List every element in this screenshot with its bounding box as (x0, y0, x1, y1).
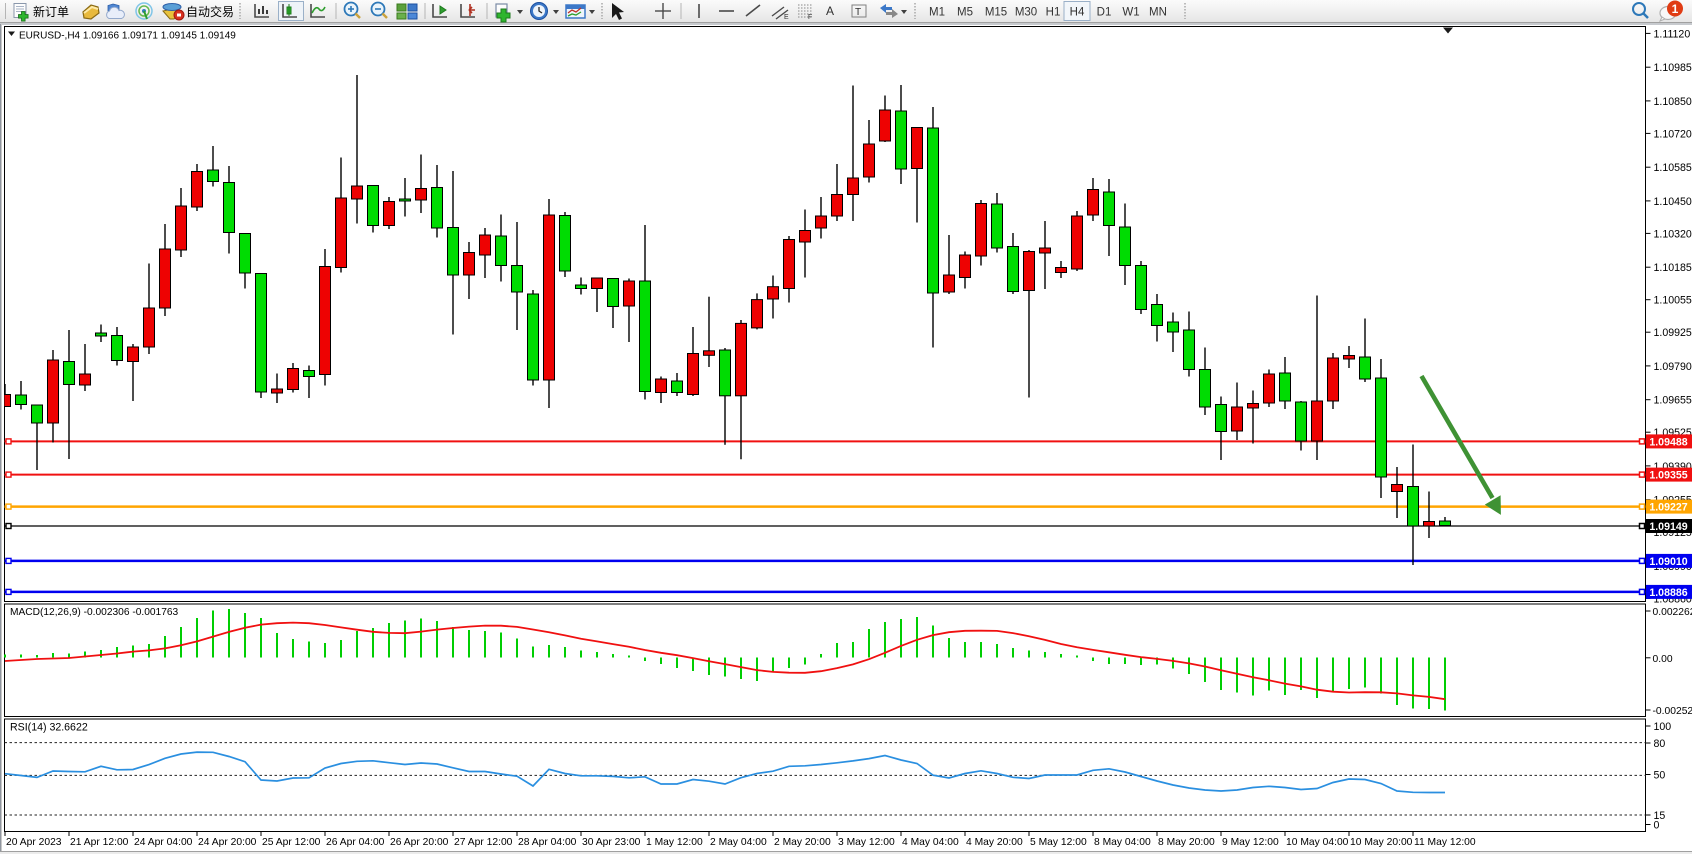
svg-text:24 Apr 20:00: 24 Apr 20:00 (198, 837, 257, 848)
svg-text:E: E (784, 14, 789, 21)
svg-text:F: F (808, 14, 812, 21)
svg-text:M15: M15 (985, 7, 1007, 19)
svg-text:28 Apr 04:00: 28 Apr 04:00 (518, 837, 577, 848)
svg-text:4 May 04:00: 4 May 04:00 (902, 837, 959, 848)
svg-text:15: 15 (1654, 810, 1666, 822)
svg-text:27 Apr 12:00: 27 Apr 12:00 (454, 837, 513, 848)
svg-text:5 May 12:00: 5 May 12:00 (1030, 837, 1087, 848)
svg-text:1.09925: 1.09925 (1654, 327, 1692, 339)
svg-text:1.09227: 1.09227 (1649, 502, 1687, 514)
svg-text:10 May 20:00: 10 May 20:00 (1350, 837, 1413, 848)
svg-text:2 May 04:00: 2 May 04:00 (710, 837, 767, 848)
svg-text:A: A (826, 4, 834, 18)
svg-text:1 May 12:00: 1 May 12:00 (646, 837, 703, 848)
svg-text:EURUSD-,H4 1.09166 1.09171 1.: EURUSD-,H4 1.09166 1.09171 1.09145 1.091… (19, 31, 236, 42)
svg-text:1.10055: 1.10055 (1654, 295, 1692, 307)
svg-text:1.09010: 1.09010 (1649, 556, 1687, 568)
svg-text:8 May 20:00: 8 May 20:00 (1158, 837, 1215, 848)
svg-text:1.09655: 1.09655 (1654, 395, 1692, 407)
svg-text:自动交易: 自动交易 (186, 4, 234, 19)
svg-text:24 Apr 04:00: 24 Apr 04:00 (134, 837, 193, 848)
svg-text:0: 0 (1654, 820, 1660, 832)
svg-text:1.10985: 1.10985 (1654, 62, 1692, 74)
svg-text:0.00: 0.00 (1653, 654, 1673, 665)
svg-text:1.10185: 1.10185 (1654, 262, 1692, 274)
svg-text:M30: M30 (1015, 7, 1037, 19)
svg-text:M1: M1 (929, 7, 945, 19)
svg-text:-0.002523: -0.002523 (1653, 706, 1692, 717)
svg-text:H1: H1 (1046, 7, 1061, 19)
svg-text:3 May 12:00: 3 May 12:00 (838, 837, 895, 848)
svg-text:1: 1 (1672, 2, 1679, 16)
svg-text:30 Apr 23:00: 30 Apr 23:00 (582, 837, 641, 848)
svg-text:4 May 20:00: 4 May 20:00 (966, 837, 1023, 848)
svg-text:1.11120: 1.11120 (1654, 28, 1691, 40)
svg-text:1.10585: 1.10585 (1654, 162, 1692, 174)
svg-text:1.10450: 1.10450 (1654, 196, 1692, 208)
svg-text:1.09355: 1.09355 (1649, 470, 1687, 482)
svg-text:21 Apr 12:00: 21 Apr 12:00 (70, 837, 129, 848)
svg-text:0.002262: 0.002262 (1653, 607, 1692, 618)
svg-text:新订单: 新订单 (33, 4, 69, 19)
svg-text:D1: D1 (1097, 7, 1112, 19)
svg-text:80: 80 (1654, 738, 1666, 750)
svg-text:100: 100 (1654, 721, 1672, 733)
svg-text:8 May 04:00: 8 May 04:00 (1094, 837, 1151, 848)
svg-text:1.09149: 1.09149 (1649, 521, 1687, 533)
svg-text:MACD(12,26,9) -0.002306 -0.001: MACD(12,26,9) -0.002306 -0.001763 (10, 607, 179, 618)
svg-text:MN: MN (1149, 7, 1167, 19)
svg-text:RSI(14) 32.6622: RSI(14) 32.6622 (10, 722, 88, 734)
svg-text:1.10320: 1.10320 (1654, 228, 1692, 240)
svg-text:10 May 04:00: 10 May 04:00 (1286, 837, 1349, 848)
svg-text:9 May 12:00: 9 May 12:00 (1222, 837, 1279, 848)
svg-text:25 Apr 12:00: 25 Apr 12:00 (262, 837, 321, 848)
svg-text:50: 50 (1654, 770, 1666, 782)
svg-text:2 May 20:00: 2 May 20:00 (774, 837, 831, 848)
svg-text:26 Apr 04:00: 26 Apr 04:00 (326, 837, 385, 848)
svg-text:M5: M5 (957, 7, 973, 19)
svg-text:1.10850: 1.10850 (1654, 96, 1692, 108)
svg-text:W1: W1 (1122, 7, 1139, 19)
svg-text:1.09790: 1.09790 (1654, 361, 1692, 373)
svg-text:11 May 12:00: 11 May 12:00 (1414, 837, 1476, 848)
svg-text:1.08886: 1.08886 (1649, 587, 1687, 599)
svg-text:1.10720: 1.10720 (1654, 128, 1692, 140)
svg-text:1.09488: 1.09488 (1649, 436, 1687, 448)
svg-text:T: T (855, 7, 861, 18)
svg-text:H4: H4 (1070, 7, 1085, 19)
svg-text:20 Apr 2023: 20 Apr 2023 (6, 837, 62, 848)
svg-text:26 Apr 20:00: 26 Apr 20:00 (390, 837, 449, 848)
